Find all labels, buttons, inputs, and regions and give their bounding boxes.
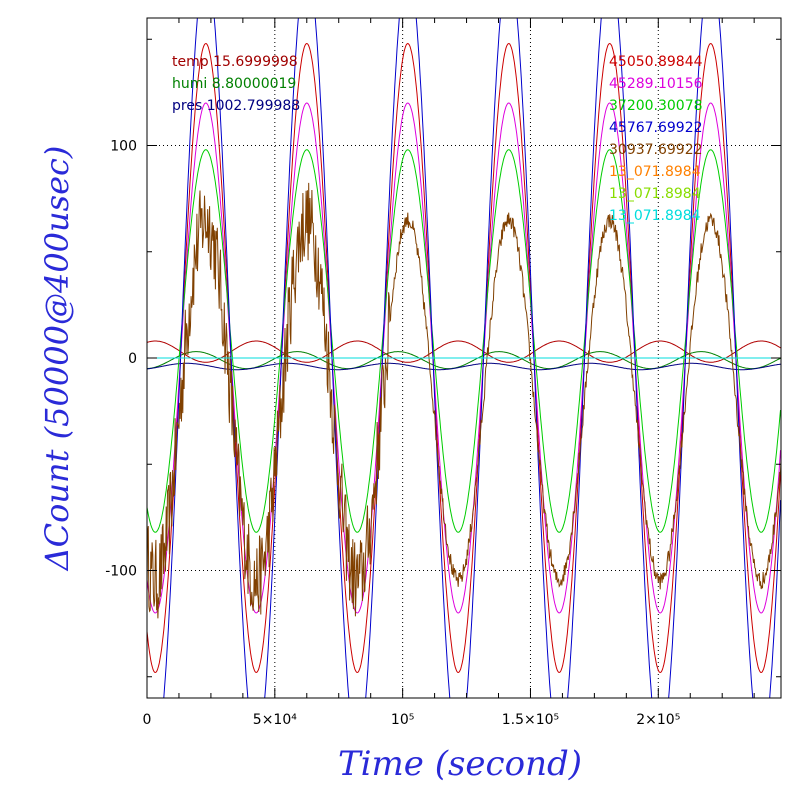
x-tick-label: 0 <box>143 712 152 728</box>
series-line-2 <box>147 149 781 533</box>
series-label: 30937.69922 <box>609 142 703 158</box>
legend-annotations: temp 15.6999998 humi 8.80000019 pres 1002.… <box>172 54 703 224</box>
x-tick-label: 5×10⁴ <box>253 712 297 728</box>
y-tick-label: 0 <box>128 351 137 367</box>
series-label: 13_071.8984 <box>609 186 701 202</box>
series-label: 45050.89844 <box>609 54 703 70</box>
series-label: 45767.69922 <box>609 120 703 136</box>
y-tick-label: -100 <box>105 564 137 580</box>
series-line-0 <box>147 42 781 674</box>
series-line-4 <box>147 182 781 619</box>
series-label: 45289.10156 <box>609 76 703 92</box>
axis-ticks: 0 5×10⁴ 10⁵ 1.5×10⁵ 2×10⁵ -100 0 100 <box>105 18 781 728</box>
series-line-3 <box>163 18 781 698</box>
x-tick-label: 1.5×10⁵ <box>502 712 559 728</box>
plot-area <box>147 18 781 698</box>
x-tick-label: 10⁵ <box>391 712 414 728</box>
x-axis-title: Time (second) <box>338 744 582 784</box>
series-label: 13_071.8984 <box>609 208 701 224</box>
y-tick-label: 100 <box>110 139 137 155</box>
env-label: temp 15.6999998 <box>172 54 298 70</box>
env-label: pres 1002.799988 <box>172 98 300 114</box>
env-label: humi 8.80000019 <box>172 76 296 92</box>
series-label: 13_071.8984 <box>609 164 701 180</box>
env-series-line-temp <box>147 340 781 363</box>
series-label: 37200.30078 <box>609 98 703 114</box>
env-series-line-pres <box>147 362 781 371</box>
y-axis-title: ΔCount (50000@400usec) <box>38 146 76 573</box>
x-tick-label: 2×10⁵ <box>636 712 680 728</box>
